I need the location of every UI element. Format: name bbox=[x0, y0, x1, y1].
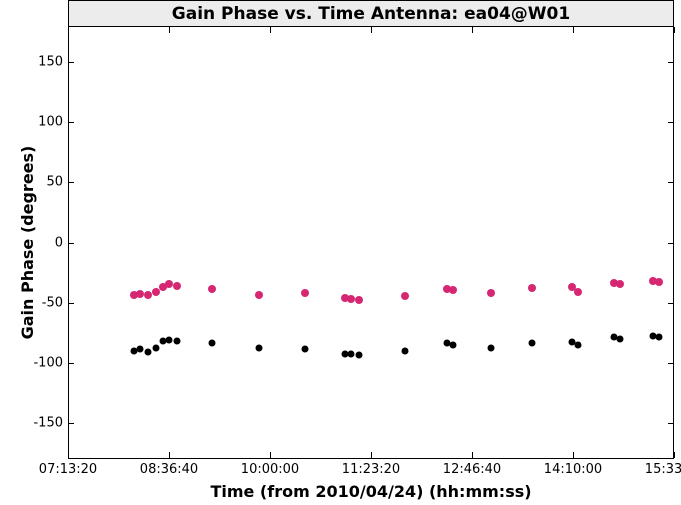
data-point bbox=[402, 347, 409, 354]
y-tick-mark bbox=[68, 303, 74, 304]
plot-area bbox=[68, 26, 674, 459]
x-tick-mark bbox=[68, 452, 69, 458]
data-point bbox=[347, 295, 355, 303]
x-tick-mark bbox=[68, 27, 69, 33]
chart-frame: Gain Phase vs. Time Antenna: ea04@W01 Ga… bbox=[0, 0, 681, 505]
data-point bbox=[655, 278, 663, 286]
y-tick-mark bbox=[668, 423, 674, 424]
data-point bbox=[302, 346, 309, 353]
x-tick-mark bbox=[472, 452, 473, 458]
data-point bbox=[152, 345, 159, 352]
y-tick-mark bbox=[68, 243, 74, 244]
data-point bbox=[174, 337, 181, 344]
y-tick-label: 50 bbox=[46, 175, 63, 190]
data-point bbox=[487, 289, 495, 297]
y-tick-mark bbox=[68, 182, 74, 183]
data-point bbox=[347, 351, 354, 358]
x-tick-label: 11:23:20 bbox=[342, 462, 400, 477]
y-tick-mark bbox=[668, 363, 674, 364]
data-point bbox=[255, 345, 262, 352]
y-tick-label: 100 bbox=[38, 115, 63, 130]
x-tick-mark bbox=[270, 452, 271, 458]
data-point bbox=[655, 334, 662, 341]
data-point bbox=[209, 340, 216, 347]
data-point bbox=[144, 348, 151, 355]
y-tick-mark bbox=[68, 423, 74, 424]
x-axis-label: Time (from 2010/04/24) (hh:mm:ss) bbox=[68, 482, 674, 501]
y-tick-mark bbox=[68, 62, 74, 63]
x-tick-label: 07:13:20 bbox=[39, 462, 97, 477]
data-point bbox=[617, 335, 624, 342]
x-tick-mark bbox=[573, 452, 574, 458]
data-point bbox=[144, 291, 152, 299]
chart-title: Gain Phase vs. Time Antenna: ea04@W01 bbox=[172, 4, 570, 24]
y-tick-mark bbox=[668, 182, 674, 183]
y-tick-label: 150 bbox=[38, 55, 63, 70]
data-point bbox=[255, 291, 263, 299]
data-point bbox=[165, 336, 172, 343]
y-tick-mark bbox=[668, 303, 674, 304]
data-point bbox=[173, 282, 181, 290]
x-tick-mark bbox=[674, 27, 675, 33]
data-point bbox=[136, 346, 143, 353]
data-point bbox=[165, 280, 173, 288]
x-tick-label: 14:10:00 bbox=[544, 462, 602, 477]
data-point bbox=[136, 290, 144, 298]
y-tick-mark bbox=[668, 243, 674, 244]
data-point bbox=[355, 296, 363, 304]
data-point bbox=[574, 288, 582, 296]
data-point bbox=[401, 292, 409, 300]
y-axis-label: Gain Phase (degrees) bbox=[18, 26, 37, 459]
data-point bbox=[488, 345, 495, 352]
x-tick-label: 08:36:40 bbox=[140, 462, 198, 477]
y-tick-label: -50 bbox=[42, 295, 63, 310]
y-tick-mark bbox=[68, 363, 74, 364]
y-tick-mark bbox=[668, 62, 674, 63]
y-tick-mark bbox=[68, 122, 74, 123]
x-tick-mark bbox=[169, 452, 170, 458]
data-point bbox=[449, 341, 456, 348]
y-tick-label: -150 bbox=[33, 415, 63, 430]
data-point bbox=[301, 289, 309, 297]
data-point bbox=[575, 341, 582, 348]
x-tick-mark bbox=[573, 27, 574, 33]
x-tick-mark bbox=[371, 27, 372, 33]
data-point bbox=[528, 284, 536, 292]
data-point bbox=[528, 340, 535, 347]
y-tick-label: -100 bbox=[33, 355, 63, 370]
x-tick-mark bbox=[472, 27, 473, 33]
data-point bbox=[355, 352, 362, 359]
chart-title-bar: Gain Phase vs. Time Antenna: ea04@W01 bbox=[68, 0, 674, 26]
x-tick-label: 15:33:20 bbox=[645, 462, 681, 477]
x-tick-mark bbox=[674, 452, 675, 458]
x-tick-mark bbox=[270, 27, 271, 33]
y-tick-label: 0 bbox=[55, 235, 63, 250]
data-point bbox=[616, 280, 624, 288]
x-tick-mark bbox=[169, 27, 170, 33]
data-point bbox=[208, 285, 216, 293]
x-tick-label: 12:46:40 bbox=[443, 462, 501, 477]
y-tick-mark bbox=[668, 122, 674, 123]
x-tick-label: 10:00:00 bbox=[241, 462, 299, 477]
x-tick-mark bbox=[371, 452, 372, 458]
data-point bbox=[449, 286, 457, 294]
